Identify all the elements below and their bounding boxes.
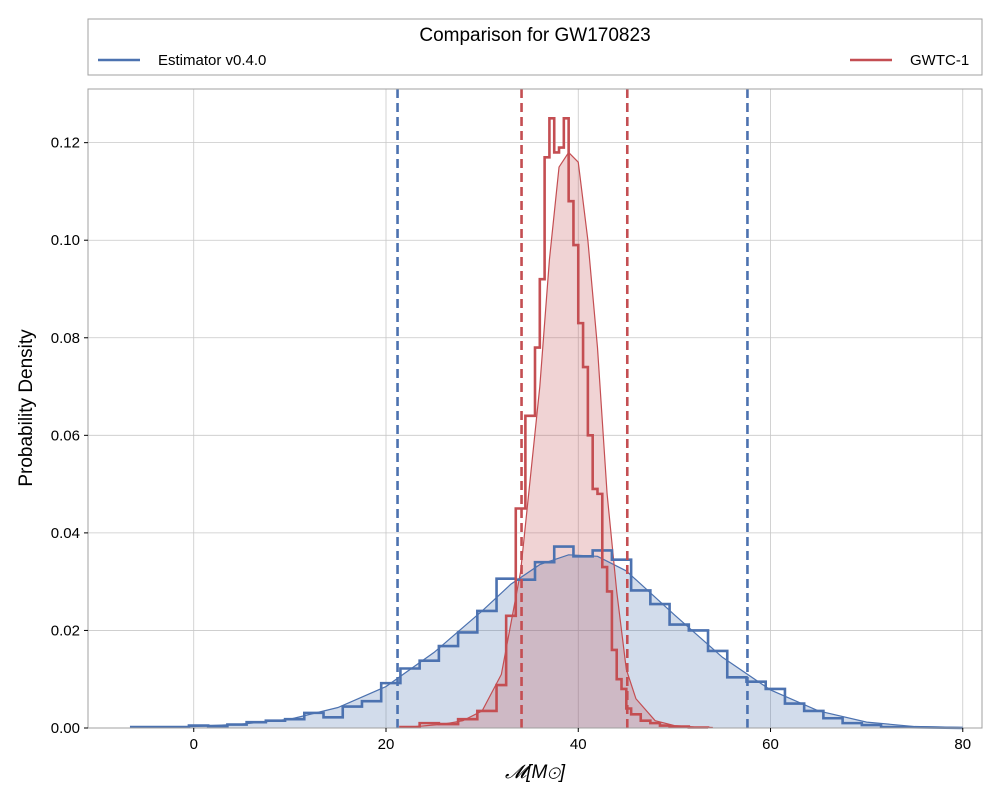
kde-fill-estimator <box>131 554 963 728</box>
kde-fill-gwtc1 <box>405 152 713 728</box>
plot-frame <box>87 88 983 729</box>
histogram-gwtc1 <box>399 116 710 729</box>
y-tick-label: 0.08 <box>51 330 80 347</box>
histograms <box>129 116 963 730</box>
y-tick-label: 0.10 <box>51 232 80 249</box>
histogram-estimator <box>129 545 963 730</box>
x-axis-label: 𝓜[M⊙] <box>505 762 566 783</box>
y-axis-label: Probability Density <box>16 329 37 487</box>
y-tick-label: 0.12 <box>51 135 80 152</box>
legend-frame <box>87 18 983 76</box>
credible-interval-lines <box>396 89 749 728</box>
legend: Comparison for GW170823 Estimator v0.4.0… <box>87 18 983 76</box>
x-tick-label: 0 <box>190 736 198 753</box>
y-tick-label: 0.04 <box>51 525 80 542</box>
legend-label-gwtc1: GWTC-1 <box>910 52 969 69</box>
grid <box>88 89 982 729</box>
kde-line-gwtc1 <box>405 151 713 729</box>
y-tick-label: 0.00 <box>51 720 80 737</box>
x-tick-label: 40 <box>570 736 587 753</box>
x-ticks: 0 20 40 60 80 <box>190 728 971 753</box>
x-tick-label: 60 <box>762 736 779 753</box>
kde-fills <box>131 152 963 728</box>
chart-title: Comparison for GW170823 <box>419 25 650 46</box>
y-ticks: 0.00 0.02 0.04 0.06 0.08 0.10 0.12 <box>51 135 88 737</box>
y-tick-label: 0.06 <box>51 427 80 444</box>
x-tick-label: 20 <box>378 736 395 753</box>
legend-label-estimator: Estimator v0.4.0 <box>158 52 266 69</box>
x-tick-label: 80 <box>954 736 971 753</box>
y-tick-label: 0.02 <box>51 622 80 639</box>
